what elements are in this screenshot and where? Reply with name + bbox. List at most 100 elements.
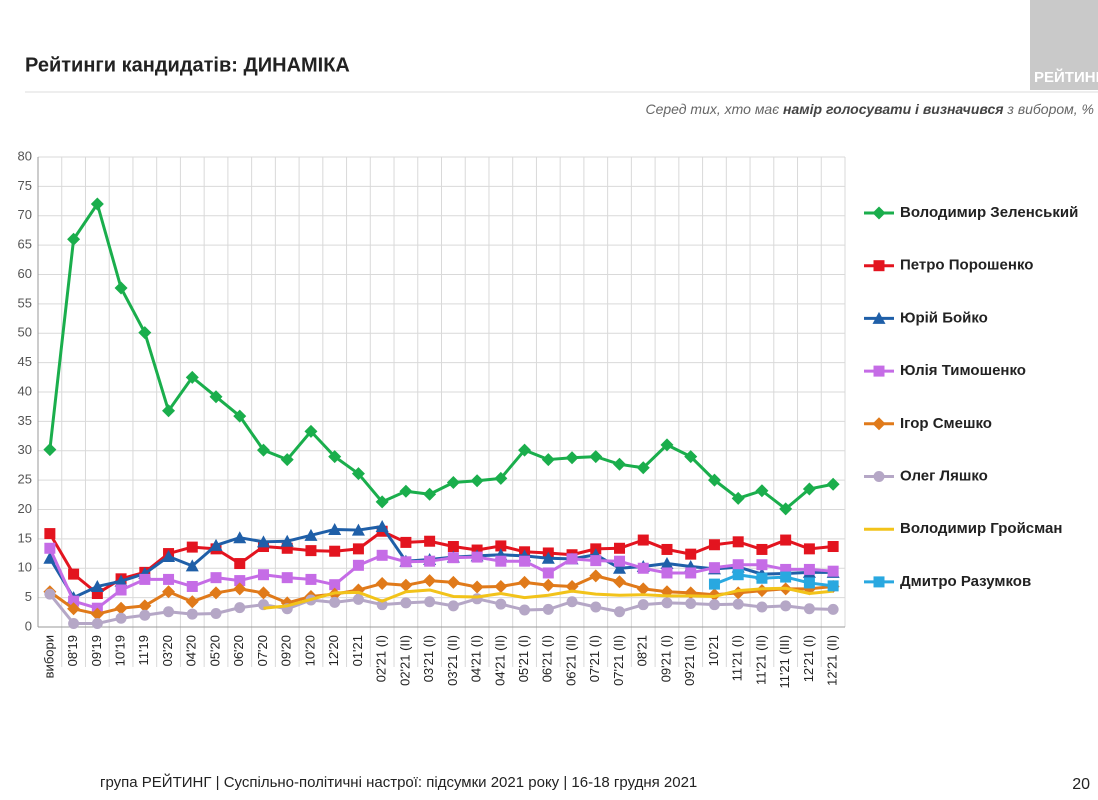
data-point [44, 542, 56, 554]
data-point [565, 579, 579, 593]
data-point [447, 600, 459, 612]
x-tick-label: вибори [41, 635, 56, 678]
data-point [233, 531, 247, 544]
data-point [234, 602, 246, 614]
data-point [376, 599, 388, 611]
x-tick-label: 02'21 (I) [374, 635, 389, 682]
data-point [519, 604, 531, 616]
x-tick-label: 07'21 (I) [587, 635, 602, 682]
data-point [541, 578, 555, 592]
data-point [495, 555, 507, 567]
data-point [707, 588, 721, 602]
data-point [803, 563, 815, 575]
data-point [186, 608, 198, 620]
x-tick-label: 08'19 [65, 635, 80, 666]
y-tick-label: 60 [18, 266, 32, 281]
data-point [637, 599, 649, 611]
data-point [590, 555, 602, 567]
data-point [257, 569, 269, 581]
subtitle-bold: намір голосувати і визначився [783, 101, 1004, 117]
data-point [90, 579, 104, 592]
page-number: 20 [1072, 776, 1090, 793]
data-point [186, 541, 198, 553]
data-point [613, 457, 627, 471]
data-point [281, 572, 293, 584]
y-tick-label: 10 [18, 560, 32, 575]
data-point [162, 585, 176, 599]
data-point [708, 539, 720, 551]
x-tick-label: 12'21 (II) [825, 635, 840, 686]
x-tick-label: 12'20 [326, 635, 341, 666]
data-point [115, 612, 127, 624]
data-point [399, 578, 413, 592]
y-tick-label: 20 [18, 501, 32, 516]
data-point [43, 443, 57, 457]
data-point [91, 617, 103, 629]
data-point [614, 606, 626, 618]
data-point [209, 390, 223, 404]
data-point [542, 603, 554, 615]
y-tick-label: 15 [18, 530, 32, 545]
x-tick-label: 04'20 [184, 635, 199, 666]
y-tick-label: 75 [18, 178, 32, 193]
data-point [256, 535, 270, 548]
legend-label: Володимир Гройсман [900, 520, 1062, 537]
x-tick-label: 03'21 (II) [445, 635, 460, 686]
y-tick-label: 30 [18, 442, 32, 457]
data-point [685, 598, 697, 609]
data-point [328, 522, 342, 535]
data-point [351, 523, 365, 536]
data-point [43, 551, 57, 564]
x-tick-label: 11'19 [136, 635, 151, 665]
data-point [280, 453, 294, 467]
data-point [233, 409, 247, 423]
data-point [209, 538, 223, 551]
x-tick-label: 12'21 (I) [801, 635, 816, 682]
data-point [256, 443, 270, 457]
data-point [780, 600, 792, 612]
data-point [827, 565, 839, 577]
data-point [708, 599, 720, 611]
data-point [375, 495, 389, 509]
data-point [423, 574, 437, 588]
x-tick-label: 06'21 (II) [563, 635, 578, 686]
data-point [565, 451, 579, 465]
data-point [518, 443, 532, 457]
data-point [185, 559, 199, 572]
data-point [661, 567, 673, 579]
data-point [186, 580, 198, 592]
x-tick-label: 03'20 [160, 635, 175, 666]
data-point [613, 575, 627, 589]
legend-label: Юлія Тимошенко [900, 362, 1026, 379]
y-tick-label: 80 [18, 148, 32, 163]
data-point [281, 542, 293, 554]
data-point [566, 596, 578, 608]
data-point [732, 559, 744, 571]
legend-label: Петро Порошенко [900, 257, 1033, 274]
data-point [826, 477, 840, 491]
data-point [589, 569, 603, 583]
data-point [114, 601, 128, 615]
data-point [803, 603, 815, 615]
data-point [44, 588, 56, 600]
data-point [424, 596, 436, 608]
data-point [636, 461, 650, 475]
data-point [827, 603, 839, 615]
data-point [210, 572, 222, 584]
data-point [637, 562, 649, 574]
data-point [470, 474, 484, 488]
data-point [708, 578, 720, 590]
data-point [637, 534, 649, 546]
subtitle-part: Серед тих, хто має [645, 101, 783, 117]
legend-marker [872, 417, 886, 431]
data-point [708, 562, 720, 574]
logo: РЕЙТИНГ [1034, 68, 1098, 86]
data-point [732, 536, 744, 548]
data-point [67, 232, 81, 246]
x-tick-label: 09'19 [89, 635, 104, 666]
x-tick-label: 03'21 (I) [421, 635, 436, 682]
data-point [732, 569, 744, 581]
y-tick-label: 55 [18, 295, 32, 310]
data-point [684, 450, 698, 464]
